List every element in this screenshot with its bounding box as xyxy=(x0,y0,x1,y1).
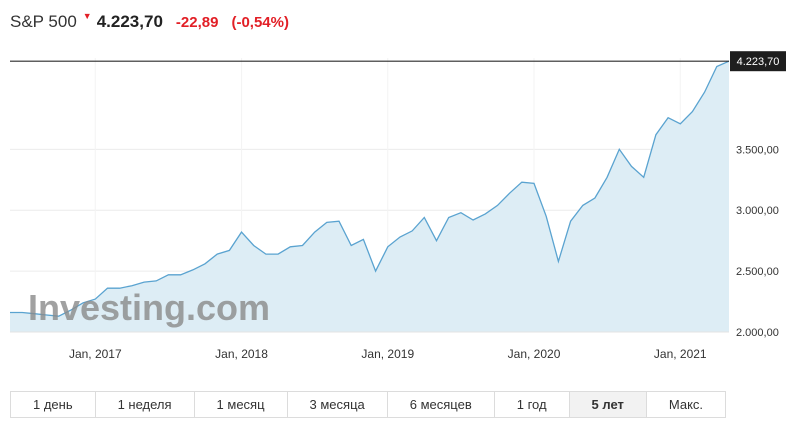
tab-max[interactable]: Макс. xyxy=(668,397,704,412)
data-point xyxy=(399,236,401,238)
data-point xyxy=(314,231,316,233)
data-point xyxy=(667,117,669,119)
data-point xyxy=(606,176,608,178)
data-point xyxy=(253,244,255,246)
tab-1-year[interactable]: 1 год xyxy=(495,392,570,417)
investing-watermark-logo: Investing.com xyxy=(28,287,270,328)
instrument-name: S&P 500 xyxy=(10,12,77,31)
data-point xyxy=(167,274,169,276)
data-point xyxy=(265,253,267,255)
price-chart[interactable]: 2.000,00 2.500,00 3.000,00 3.500,00 Jan, 201… xyxy=(0,40,800,380)
tab-5-years[interactable]: 5 лет xyxy=(569,392,647,417)
data-point xyxy=(216,253,218,255)
data-point xyxy=(691,110,693,112)
current-value-badge xyxy=(730,51,786,72)
data-point xyxy=(716,65,718,67)
data-point xyxy=(484,213,486,215)
data-point xyxy=(435,240,437,242)
data-point xyxy=(362,238,364,240)
data-point xyxy=(326,221,328,223)
data-point xyxy=(374,270,376,272)
tab-6-months[interactable]: 6 месяцев xyxy=(388,392,495,417)
data-point xyxy=(643,176,645,178)
data-point xyxy=(521,181,523,183)
tab-1-day[interactable]: 1 день xyxy=(11,392,96,417)
data-point xyxy=(582,204,584,206)
data-point xyxy=(460,212,462,214)
data-point xyxy=(703,91,705,93)
data-point xyxy=(21,311,23,313)
data-point xyxy=(472,219,474,221)
x-tick-label: Jan, 2019 xyxy=(361,347,414,361)
current-value-label: 4.223,70 xyxy=(737,56,780,68)
data-point xyxy=(630,165,632,167)
data-point xyxy=(618,148,620,150)
down-triangle-icon: ▼ xyxy=(82,11,92,21)
data-point xyxy=(155,280,157,282)
data-point xyxy=(411,230,413,232)
last-price: 4.223,70 xyxy=(96,12,163,31)
data-point xyxy=(204,263,206,265)
data-point xyxy=(496,204,498,206)
data-point xyxy=(594,197,596,199)
x-tick-label: Jan, 2018 xyxy=(215,347,268,361)
y-tick-label: 2.000,00 xyxy=(736,327,779,339)
range-tabs: 1 день 1 неделя 1 месяц 3 месяца 6 месяц… xyxy=(10,391,726,418)
data-point xyxy=(350,244,352,246)
data-point xyxy=(533,182,535,184)
data-point xyxy=(387,246,389,248)
data-point xyxy=(143,281,145,283)
x-tick-label: Jan, 2020 xyxy=(508,347,561,361)
data-point xyxy=(192,269,194,271)
data-point xyxy=(545,215,547,217)
y-tick-label: 2.500,00 xyxy=(736,266,779,278)
tab-1-month[interactable]: 1 месяц xyxy=(195,392,288,417)
quote-header: S&P 500 ▼ 4.223,70 -22,89 (-0,54%) xyxy=(10,9,289,35)
tab-3-months[interactable]: 3 месяца xyxy=(288,392,388,417)
data-point xyxy=(679,123,681,125)
data-point xyxy=(228,249,230,251)
data-point xyxy=(277,253,279,255)
data-point xyxy=(448,216,450,218)
data-point xyxy=(655,134,657,136)
x-tick-label: Jan, 2021 xyxy=(654,347,707,361)
data-point xyxy=(338,220,340,222)
price-change: -22,89 xyxy=(175,13,219,31)
data-point xyxy=(240,231,242,233)
data-point xyxy=(508,192,510,194)
tab-1-week[interactable]: 1 неделя xyxy=(96,392,195,417)
price-change-percent: (-0,54%) xyxy=(231,13,289,31)
series-line xyxy=(10,60,730,317)
data-point xyxy=(301,244,303,246)
x-tick-label: Jan, 2017 xyxy=(69,347,122,361)
y-tick-label: 3.500,00 xyxy=(736,144,779,156)
data-point xyxy=(179,274,181,276)
data-point xyxy=(289,246,291,248)
data-point xyxy=(557,260,559,262)
data-point xyxy=(9,311,11,313)
series-area xyxy=(10,61,729,332)
y-tick-label: 3.000,00 xyxy=(736,205,779,217)
data-point xyxy=(569,220,571,222)
data-point xyxy=(423,216,425,218)
